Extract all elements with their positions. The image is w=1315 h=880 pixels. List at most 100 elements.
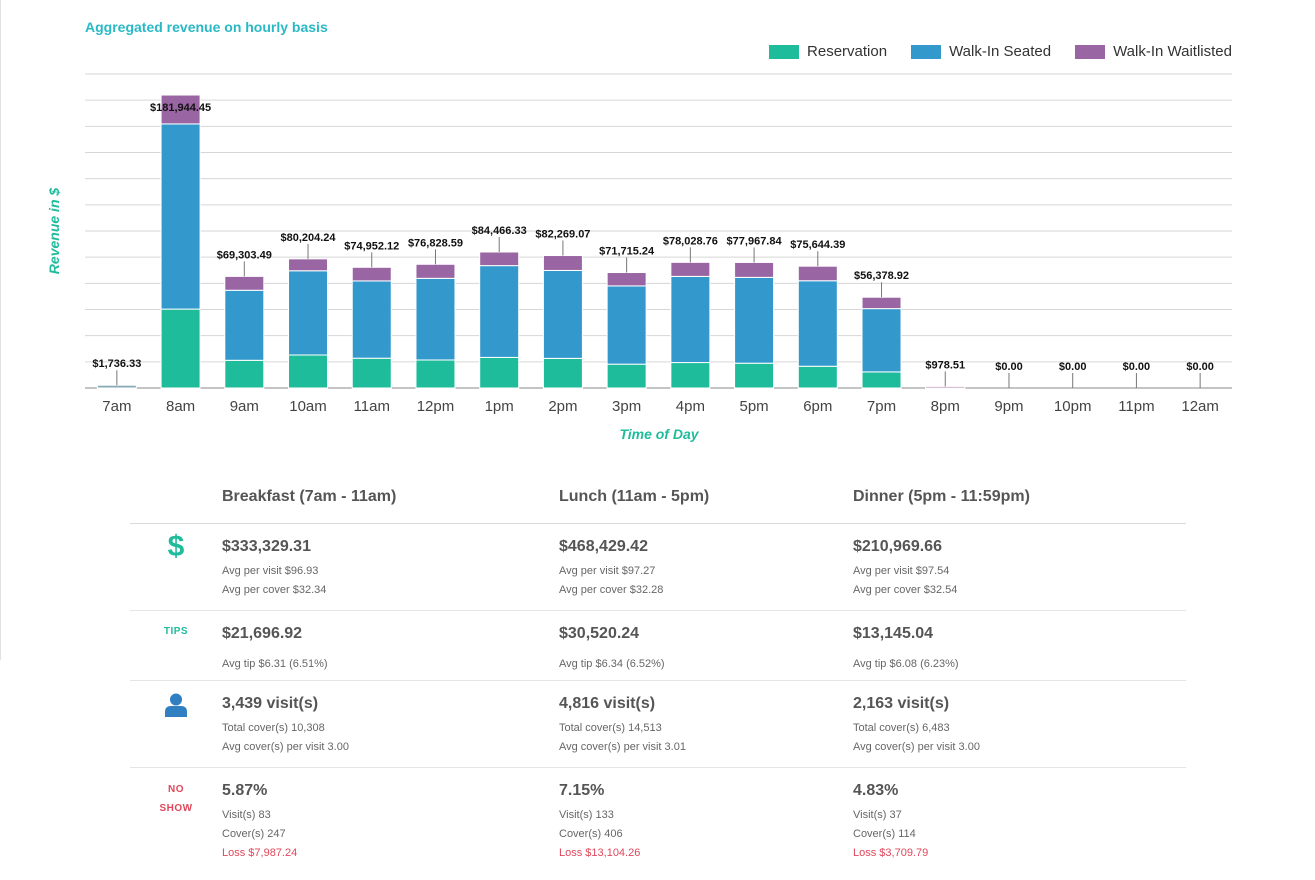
total-label-1pm: $84,466.33 [472,225,527,237]
lunch-revenue-cell: $468,429.42 Avg per visit $97.27 Avg per… [559,524,853,610]
total-label-10am: $80,204.24 [280,232,336,244]
bar-7am-reservation[interactable] [96,384,137,389]
bar-7pm-walk-in-waitlisted[interactable] [861,296,902,310]
lunch-avg-covers: Avg cover(s) per visit 3.01 [559,741,686,753]
bar-1pm-reservation[interactable] [479,356,520,389]
bar-3pm-walk-in-seated[interactable] [606,285,647,365]
bar-2pm-walk-in-waitlisted[interactable] [542,255,583,271]
dinner-tips: $13,145.04 [853,625,934,642]
bar-9am-walk-in-waitlisted[interactable] [224,275,265,291]
legend-label-walk-in-seated: Walk-In Seated [949,43,1052,60]
x-tick-11pm: 11pm [1118,398,1154,415]
total-label-4pm: $78,028.76 [663,235,718,247]
bar-5pm-reservation[interactable] [734,362,775,389]
bar-1pm-walk-in-waitlisted[interactable] [479,251,520,267]
bar-8am-reservation[interactable] [160,308,201,389]
user-icon [165,693,187,717]
total-label-8am: $181,944.45 [150,102,211,114]
bar-10am-walk-in-waitlisted[interactable] [288,258,329,272]
legend-item-reservation[interactable]: Reservation [769,43,887,60]
bar-8pm-walk-in-waitlisted[interactable] [925,385,966,389]
breakfast-noshow-rate: 5.87% [222,782,268,799]
bar-3pm-reservation[interactable] [606,363,647,389]
bar-3pm-walk-in-waitlisted[interactable] [606,272,647,287]
bar-8am-walk-in-waitlisted[interactable] [160,94,201,125]
breakfast-noshow-covers: Cover(s) 247 [222,828,286,840]
legend-swatch-walk-in-waitlisted [1075,44,1106,59]
chart-gridlines [85,73,1232,389]
bar-8am-walk-in-seated[interactable] [160,123,201,310]
legend-label-walk-in-waitlisted: Walk-In Waitlisted [1113,43,1232,60]
x-tick-12pm: 12pm [417,398,455,415]
dinner-avg-visit: Avg per visit $97.54 [853,565,950,577]
total-label-7pm: $56,378.92 [854,270,909,282]
bar-6pm-walk-in-waitlisted[interactable] [797,265,838,282]
dinner-tips-cell: $13,145.04 Avg tip $6.08 (6.23%) [853,611,1186,680]
bar-2pm-walk-in-seated[interactable] [542,269,583,359]
no-show-row: NO SHOW 5.87% Visit(s) 83 Cover(s) 247 L… [130,768,1186,868]
summary-header-row: Breakfast (7am - 11am) Lunch (11am - 5pm… [130,478,1186,524]
total-label-11am: $74,952.12 [344,240,399,252]
bar-1pm-walk-in-seated[interactable] [479,265,520,358]
x-tick-1pm: 1pm [485,398,514,415]
bar-12pm-walk-in-seated[interactable] [415,277,456,361]
dinner-noshow-visits: Visit(s) 37 [853,809,902,821]
lunch-avg-cover: Avg per cover $32.28 [559,584,664,596]
legend-swatch-reservation [769,44,800,59]
bar-4pm-walk-in-seated[interactable] [670,275,711,364]
bar-7pm-walk-in-seated[interactable] [861,308,902,373]
bar-5pm-walk-in-seated[interactable] [734,276,775,364]
bar-11am-walk-in-waitlisted[interactable] [351,266,392,282]
bar-12pm-reservation[interactable] [415,359,456,389]
breakfast-noshow-visits: Visit(s) 83 [222,809,271,821]
bar-7pm-reservation[interactable] [861,371,902,389]
x-tick-5pm: 5pm [739,398,768,415]
bar-12pm-walk-in-waitlisted[interactable] [415,263,456,279]
x-axis-title: Time of Day [619,426,699,442]
bar-10am-reservation[interactable] [288,354,329,389]
meal-period-summary: Breakfast (7am - 11am) Lunch (11am - 5pm… [130,478,1186,868]
bar-9am-walk-in-seated[interactable] [224,289,265,361]
total-label-2pm: $82,269.07 [535,229,590,241]
lunch-header: Lunch (11am - 5pm) [559,488,710,505]
total-label-9am: $69,303.49 [217,249,272,261]
bar-9am-reservation[interactable] [224,359,265,389]
visits-row: 3,439 visit(s) Total cover(s) 10,308 Avg… [130,681,1186,768]
breakfast-avg-covers: Avg cover(s) per visit 3.00 [222,741,349,753]
bar-4pm-walk-in-waitlisted[interactable] [670,261,711,277]
bar-2pm-reservation[interactable] [542,357,583,389]
bar-11am-walk-in-seated[interactable] [351,280,392,359]
legend-item-walk-in-waitlisted[interactable]: Walk-In Waitlisted [1075,43,1232,60]
bar-5pm-walk-in-waitlisted[interactable] [734,261,775,278]
bar-6pm-reservation[interactable] [797,365,838,389]
dinner-total-covers: Total cover(s) 6,483 [853,722,950,734]
total-label-3pm: $71,715.24 [599,246,655,258]
dinner-noshow-rate: 4.83% [853,782,899,799]
bar-6pm-walk-in-seated[interactable] [797,280,838,367]
dinner-revenue-cell: $210,969.66 Avg per visit $97.54 Avg per… [853,524,1186,610]
lunch-visits: 4,816 visit(s) [559,695,656,712]
total-label-5pm: $77,967.84 [727,235,783,247]
x-tick-11am: 11am [354,398,390,415]
no-show-icon-line2: SHOW [159,803,193,814]
dinner-avg-tip: Avg tip $6.08 (6.23%) [853,658,959,670]
x-tick-10pm: 10pm [1054,398,1092,415]
dinner-header: Dinner (5pm - 11:59pm) [853,488,1030,505]
total-label-12pm: $76,828.59 [408,237,463,249]
legend-item-walk-in-seated[interactable]: Walk-In Seated [911,43,1051,60]
chart-bars [96,94,966,390]
x-tick-2pm: 2pm [548,398,577,415]
tips-icon: TIPS [163,626,189,637]
legend-swatch-walk-in-seated [911,44,942,59]
bar-4pm-reservation[interactable] [670,362,711,389]
dinner-noshow-loss: Loss $3,709.79 [853,847,929,859]
lunch-tips-cell: $30,520.24 Avg tip $6.34 (6.52%) [559,611,853,680]
legend-label-reservation: Reservation [807,43,888,60]
dinner-avg-covers: Avg cover(s) per visit 3.00 [853,741,980,753]
bar-11am-reservation[interactable] [351,357,392,389]
x-tick-10am: 10am [289,398,327,415]
bar-10am-walk-in-seated[interactable] [288,270,329,356]
x-tick-6pm: 6pm [803,398,832,415]
revenue-row: $ $333,329.31 Avg per visit $96.93 Avg p… [130,524,1186,611]
x-tick-7pm: 7pm [867,398,896,415]
